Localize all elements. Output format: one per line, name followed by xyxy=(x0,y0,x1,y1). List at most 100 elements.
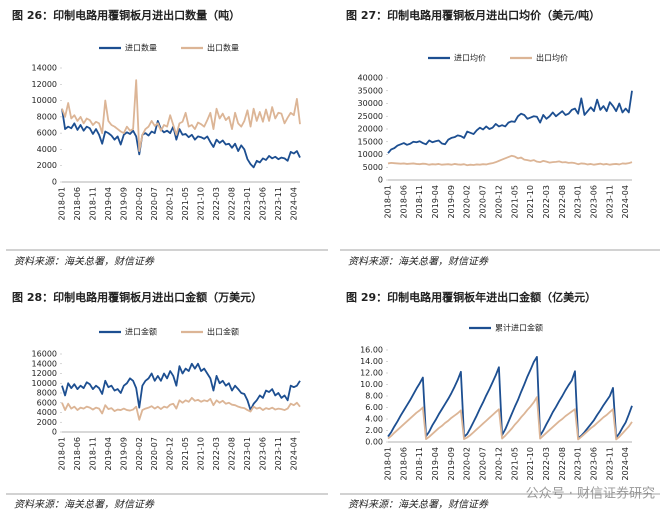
x-tick-label: 2024-04 xyxy=(289,437,298,470)
legend-label: 进口数量 xyxy=(125,43,157,53)
series-line xyxy=(61,362,301,411)
y-tick-label: 16.00 xyxy=(360,346,383,355)
y-tick-label: 25000 xyxy=(358,112,383,121)
x-tick-label: 2020-02 xyxy=(463,185,472,218)
x-tick-label: 2021-05 xyxy=(510,185,519,218)
x-tick-label: 2020-12 xyxy=(166,187,175,220)
chart-title: 图 28：印制电路用覆铜板月进出口金额（万美元） xyxy=(12,290,262,304)
x-tick-label: 2020-07 xyxy=(479,447,488,480)
x-tick-label: 2018-01 xyxy=(384,447,393,480)
x-tick-label: 2019-04 xyxy=(104,187,113,220)
x-tick-label: 2018-06 xyxy=(399,185,408,218)
y-tick-label: 0 xyxy=(52,428,57,437)
legend-label: 进口均价 xyxy=(454,53,486,63)
x-tick-label: 2019-09 xyxy=(447,447,456,480)
x-tick-label: 2022-03 xyxy=(212,437,221,470)
series-line xyxy=(387,396,633,441)
y-tick-label: 0.00 xyxy=(365,438,383,447)
x-tick-label: 2018-11 xyxy=(88,437,97,470)
x-tick-label: 2023-11 xyxy=(605,185,614,218)
source-note: 资料来源：海关总署，财信证券 xyxy=(14,499,155,511)
x-tick-label: 2018-01 xyxy=(58,187,67,220)
x-tick-label: 2023-01 xyxy=(243,437,252,470)
x-tick-label: 2018-01 xyxy=(58,437,67,470)
y-tick-label: 12.00 xyxy=(360,369,383,378)
y-tick-label: 14000 xyxy=(32,64,57,73)
legend-label: 累计进口金额 xyxy=(495,323,543,333)
y-tick-label: 4000 xyxy=(37,145,57,154)
y-tick-label: 8000 xyxy=(37,389,57,398)
x-tick-label: 2018-06 xyxy=(73,187,82,220)
y-tick-label: 10.00 xyxy=(360,380,383,389)
x-tick-label: 2020-12 xyxy=(166,437,175,470)
x-tick-label: 2018-06 xyxy=(73,437,82,470)
source-note: 资料来源：海关总署，财信证券 xyxy=(348,499,489,511)
y-tick-label: 2.00 xyxy=(365,426,383,435)
x-tick-label: 2023-06 xyxy=(589,185,598,218)
chart-title: 图 27：印制电路用覆铜板月进出口均价（美元/吨） xyxy=(346,8,600,22)
x-tick-label: 2021-10 xyxy=(526,447,535,480)
x-tick-label: 2018-11 xyxy=(415,447,424,480)
x-tick-label: 2019-09 xyxy=(119,437,128,470)
x-tick-label: 2018-11 xyxy=(88,187,97,220)
watermark: 公众号 · 财信证券研究 xyxy=(526,486,655,502)
x-tick-label: 2019-04 xyxy=(431,447,440,480)
y-tick-label: 12000 xyxy=(32,369,57,378)
x-tick-label: 2020-07 xyxy=(150,187,159,220)
x-tick-label: 2023-01 xyxy=(574,447,583,480)
x-tick-label: 2020-07 xyxy=(479,185,488,218)
y-tick-label: 15000 xyxy=(358,137,383,146)
x-tick-label: 2023-06 xyxy=(589,447,598,480)
x-tick-label: 2023-06 xyxy=(258,187,267,220)
series-line xyxy=(61,79,301,152)
x-tick-label: 2018-01 xyxy=(384,185,393,218)
x-tick-label: 2023-01 xyxy=(243,187,252,220)
y-tick-label: 30000 xyxy=(358,99,383,108)
x-tick-label: 2022-08 xyxy=(228,187,237,220)
x-tick-label: 2021-05 xyxy=(181,187,190,220)
y-tick-label: 16000 xyxy=(32,350,57,359)
y-tick-label: 8.00 xyxy=(365,392,383,401)
x-tick-label: 2020-02 xyxy=(135,437,144,470)
x-tick-label: 2023-11 xyxy=(605,447,614,480)
y-tick-label: 14.00 xyxy=(360,357,383,366)
x-tick-label: 2020-12 xyxy=(494,447,503,480)
x-tick-label: 2024-04 xyxy=(289,187,298,220)
x-tick-label: 2021-10 xyxy=(197,187,206,220)
x-tick-label: 2018-11 xyxy=(415,185,424,218)
y-tick-label: 5000 xyxy=(363,163,383,172)
y-tick-label: 40000 xyxy=(358,74,383,83)
x-tick-label: 2019-04 xyxy=(104,437,113,470)
x-tick-label: 2024-04 xyxy=(621,185,630,218)
series-line xyxy=(387,356,633,439)
x-tick-label: 2022-03 xyxy=(212,187,221,220)
chart-title: 图 26：印制电路用覆铜板月进出口数量（吨） xyxy=(12,8,240,22)
y-tick-label: 2000 xyxy=(37,418,57,427)
x-tick-label: 2021-10 xyxy=(197,437,206,470)
x-tick-label: 2022-08 xyxy=(228,437,237,470)
y-tick-label: 0 xyxy=(52,178,57,187)
x-tick-label: 2020-02 xyxy=(135,187,144,220)
x-tick-label: 2018-06 xyxy=(399,447,408,480)
y-tick-label: 8000 xyxy=(37,112,57,121)
x-tick-label: 2021-10 xyxy=(526,185,535,218)
chart-title: 图 29：印制电路用覆铜板年进出口金额（亿美元） xyxy=(346,290,596,304)
legend-label: 出口金额 xyxy=(207,327,239,337)
x-tick-label: 2022-03 xyxy=(542,447,551,480)
y-tick-label: 35000 xyxy=(358,86,383,95)
x-tick-label: 2020-07 xyxy=(150,437,159,470)
y-tick-label: 10000 xyxy=(32,96,57,105)
x-tick-label: 2023-11 xyxy=(274,437,283,470)
x-tick-label: 2022-03 xyxy=(542,185,551,218)
x-tick-label: 2019-04 xyxy=(431,185,440,218)
source-note: 资料来源：海关总署，财信证券 xyxy=(348,256,489,268)
y-tick-label: 4.00 xyxy=(365,415,383,424)
series-line xyxy=(387,154,633,167)
y-tick-label: 2000 xyxy=(37,161,57,170)
y-tick-label: 10000 xyxy=(358,150,383,159)
legend-label: 出口数量 xyxy=(207,43,239,53)
y-tick-label: 6.00 xyxy=(365,403,383,412)
x-tick-label: 2024-04 xyxy=(621,447,630,480)
x-tick-label: 2023-06 xyxy=(258,437,267,470)
x-tick-label: 2020-12 xyxy=(494,185,503,218)
